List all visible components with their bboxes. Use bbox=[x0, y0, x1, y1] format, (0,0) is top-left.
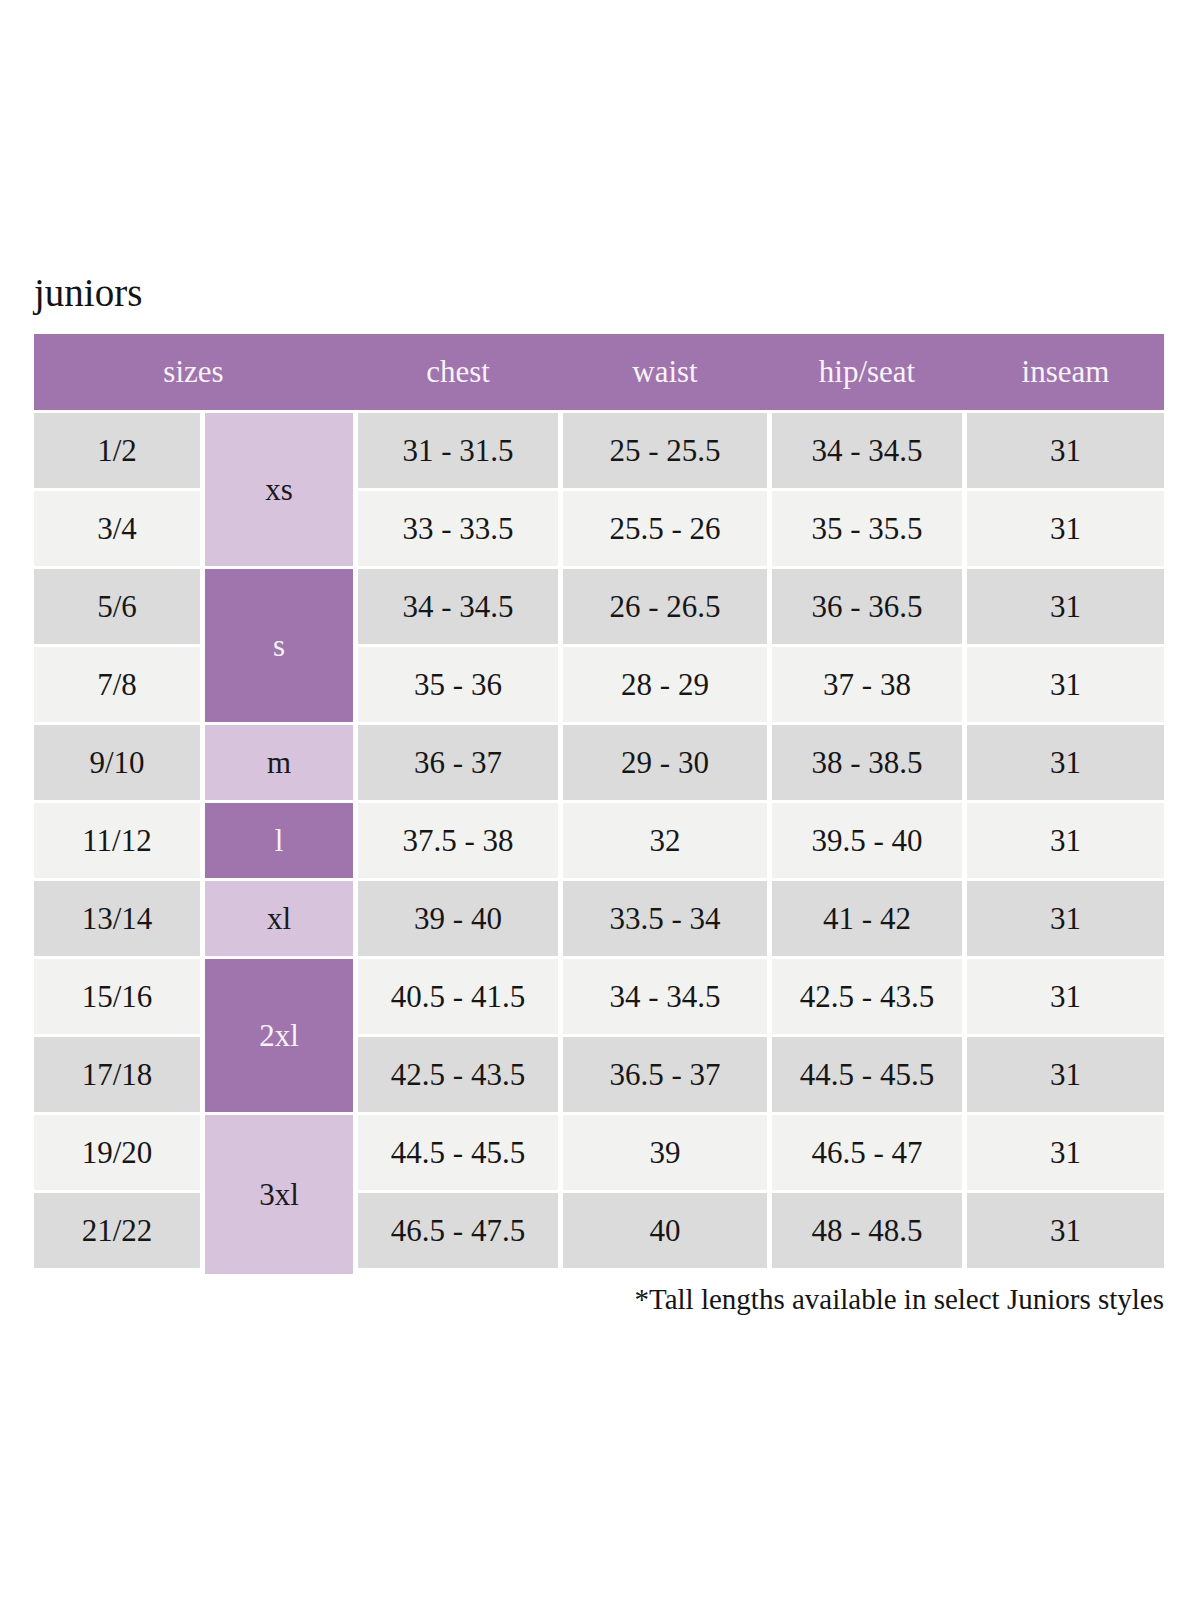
chest-cell: 33 - 33.5 bbox=[358, 491, 558, 566]
tall-lengths-footnote: *Tall lengths available in select Junior… bbox=[34, 1283, 1164, 1316]
size-cell: 5/6 bbox=[34, 569, 200, 644]
chest-cell: 42.5 - 43.5 bbox=[358, 1037, 558, 1112]
waist-cell: 34 - 34.5 bbox=[563, 959, 767, 1034]
inseam-cell: 31 bbox=[967, 959, 1164, 1034]
group-cell-l: l bbox=[205, 803, 353, 878]
waist-cell: 25 - 25.5 bbox=[563, 413, 767, 488]
size-cell: 3/4 bbox=[34, 491, 200, 566]
size-cell: 13/14 bbox=[34, 881, 200, 956]
waist-cell: 26 - 26.5 bbox=[563, 569, 767, 644]
hip-seat-cell: 39.5 - 40 bbox=[772, 803, 962, 878]
waist-cell: 40 bbox=[563, 1193, 767, 1268]
column-header-waist: waist bbox=[563, 334, 767, 410]
chest-cell: 39 - 40 bbox=[358, 881, 558, 956]
hip-seat-cell: 37 - 38 bbox=[772, 647, 962, 722]
chest-cell: 31 - 31.5 bbox=[358, 413, 558, 488]
inseam-cell: 31 bbox=[967, 1115, 1164, 1190]
hip-seat-cell: 36 - 36.5 bbox=[772, 569, 962, 644]
chest-cell: 35 - 36 bbox=[358, 647, 558, 722]
group-cell-s: s bbox=[205, 569, 353, 722]
hip-seat-cell: 38 - 38.5 bbox=[772, 725, 962, 800]
waist-cell: 29 - 30 bbox=[563, 725, 767, 800]
inseam-cell: 31 bbox=[967, 1037, 1164, 1112]
inseam-cell: 31 bbox=[967, 881, 1164, 956]
hip-seat-cell: 35 - 35.5 bbox=[772, 491, 962, 566]
waist-cell: 39 bbox=[563, 1115, 767, 1190]
group-cell-xs: xs bbox=[205, 413, 353, 566]
hip-seat-cell: 42.5 - 43.5 bbox=[772, 959, 962, 1034]
inseam-cell: 31 bbox=[967, 1193, 1164, 1268]
group-cell-2xl: 2xl bbox=[205, 959, 353, 1112]
size-cell: 19/20 bbox=[34, 1115, 200, 1190]
size-chart-page: juniors sizes chest waist hip/seat insea… bbox=[0, 0, 1164, 1316]
column-header-inseam: inseam bbox=[967, 334, 1164, 410]
inseam-cell: 31 bbox=[967, 413, 1164, 488]
chest-cell: 46.5 - 47.5 bbox=[358, 1193, 558, 1268]
waist-cell: 33.5 - 34 bbox=[563, 881, 767, 956]
size-cell: 11/12 bbox=[34, 803, 200, 878]
hip-seat-cell: 34 - 34.5 bbox=[772, 413, 962, 488]
group-cell-m: m bbox=[205, 725, 353, 800]
waist-cell: 28 - 29 bbox=[563, 647, 767, 722]
hip-seat-cell: 46.5 - 47 bbox=[772, 1115, 962, 1190]
chest-cell: 37.5 - 38 bbox=[358, 803, 558, 878]
juniors-size-table: sizes chest waist hip/seat inseam 1/2 xs… bbox=[34, 334, 1164, 1268]
inseam-cell: 31 bbox=[967, 569, 1164, 644]
column-header-hip-seat: hip/seat bbox=[772, 334, 962, 410]
inseam-cell: 31 bbox=[967, 647, 1164, 722]
inseam-cell: 31 bbox=[967, 491, 1164, 566]
chest-cell: 40.5 - 41.5 bbox=[358, 959, 558, 1034]
chest-cell: 36 - 37 bbox=[358, 725, 558, 800]
waist-cell: 32 bbox=[563, 803, 767, 878]
inseam-cell: 31 bbox=[967, 803, 1164, 878]
column-header-sizes: sizes bbox=[34, 334, 353, 410]
chest-cell: 44.5 - 45.5 bbox=[358, 1115, 558, 1190]
group-cell-3xl: 3xl bbox=[205, 1115, 353, 1274]
page-title: juniors bbox=[34, 272, 1164, 314]
size-cell: 1/2 bbox=[34, 413, 200, 488]
size-cell: 15/16 bbox=[34, 959, 200, 1034]
size-cell: 17/18 bbox=[34, 1037, 200, 1112]
hip-seat-cell: 48 - 48.5 bbox=[772, 1193, 962, 1268]
group-cell-xl: xl bbox=[205, 881, 353, 956]
hip-seat-cell: 41 - 42 bbox=[772, 881, 962, 956]
size-cell: 9/10 bbox=[34, 725, 200, 800]
hip-seat-cell: 44.5 - 45.5 bbox=[772, 1037, 962, 1112]
waist-cell: 25.5 - 26 bbox=[563, 491, 767, 566]
inseam-cell: 31 bbox=[967, 725, 1164, 800]
size-cell: 7/8 bbox=[34, 647, 200, 722]
waist-cell: 36.5 - 37 bbox=[563, 1037, 767, 1112]
chest-cell: 34 - 34.5 bbox=[358, 569, 558, 644]
table-body: 1/2 xs 31 - 31.5 25 - 25.5 34 - 34.5 31 … bbox=[34, 413, 1164, 1268]
column-header-chest: chest bbox=[358, 334, 558, 410]
size-cell: 21/22 bbox=[34, 1193, 200, 1268]
table-header-row: sizes chest waist hip/seat inseam bbox=[34, 334, 1164, 410]
